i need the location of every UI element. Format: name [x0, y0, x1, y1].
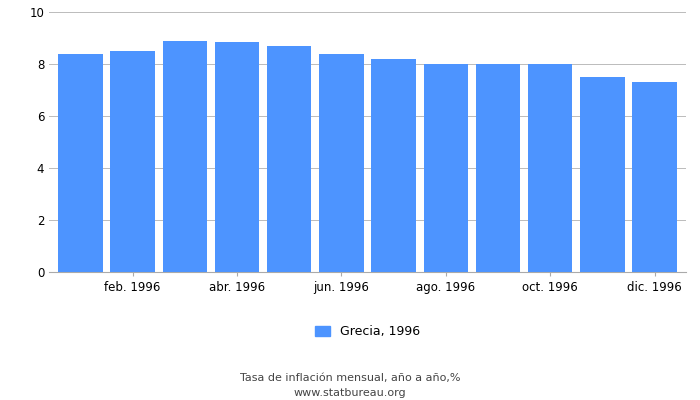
Bar [58, 54, 102, 272]
Text: www.statbureau.org: www.statbureau.org [294, 388, 406, 398]
Bar [580, 77, 624, 272]
Bar [319, 54, 363, 272]
Bar [633, 82, 677, 272]
Bar [476, 64, 520, 272]
Text: Tasa de inflación mensual, año a año,%: Tasa de inflación mensual, año a año,% [239, 373, 461, 383]
Bar [267, 46, 312, 272]
Bar [372, 59, 416, 272]
Bar [162, 40, 207, 272]
Bar [528, 64, 573, 272]
Bar [111, 51, 155, 272]
Legend: Grecia, 1996: Grecia, 1996 [315, 325, 420, 338]
Bar [215, 42, 259, 272]
Bar [424, 64, 468, 272]
